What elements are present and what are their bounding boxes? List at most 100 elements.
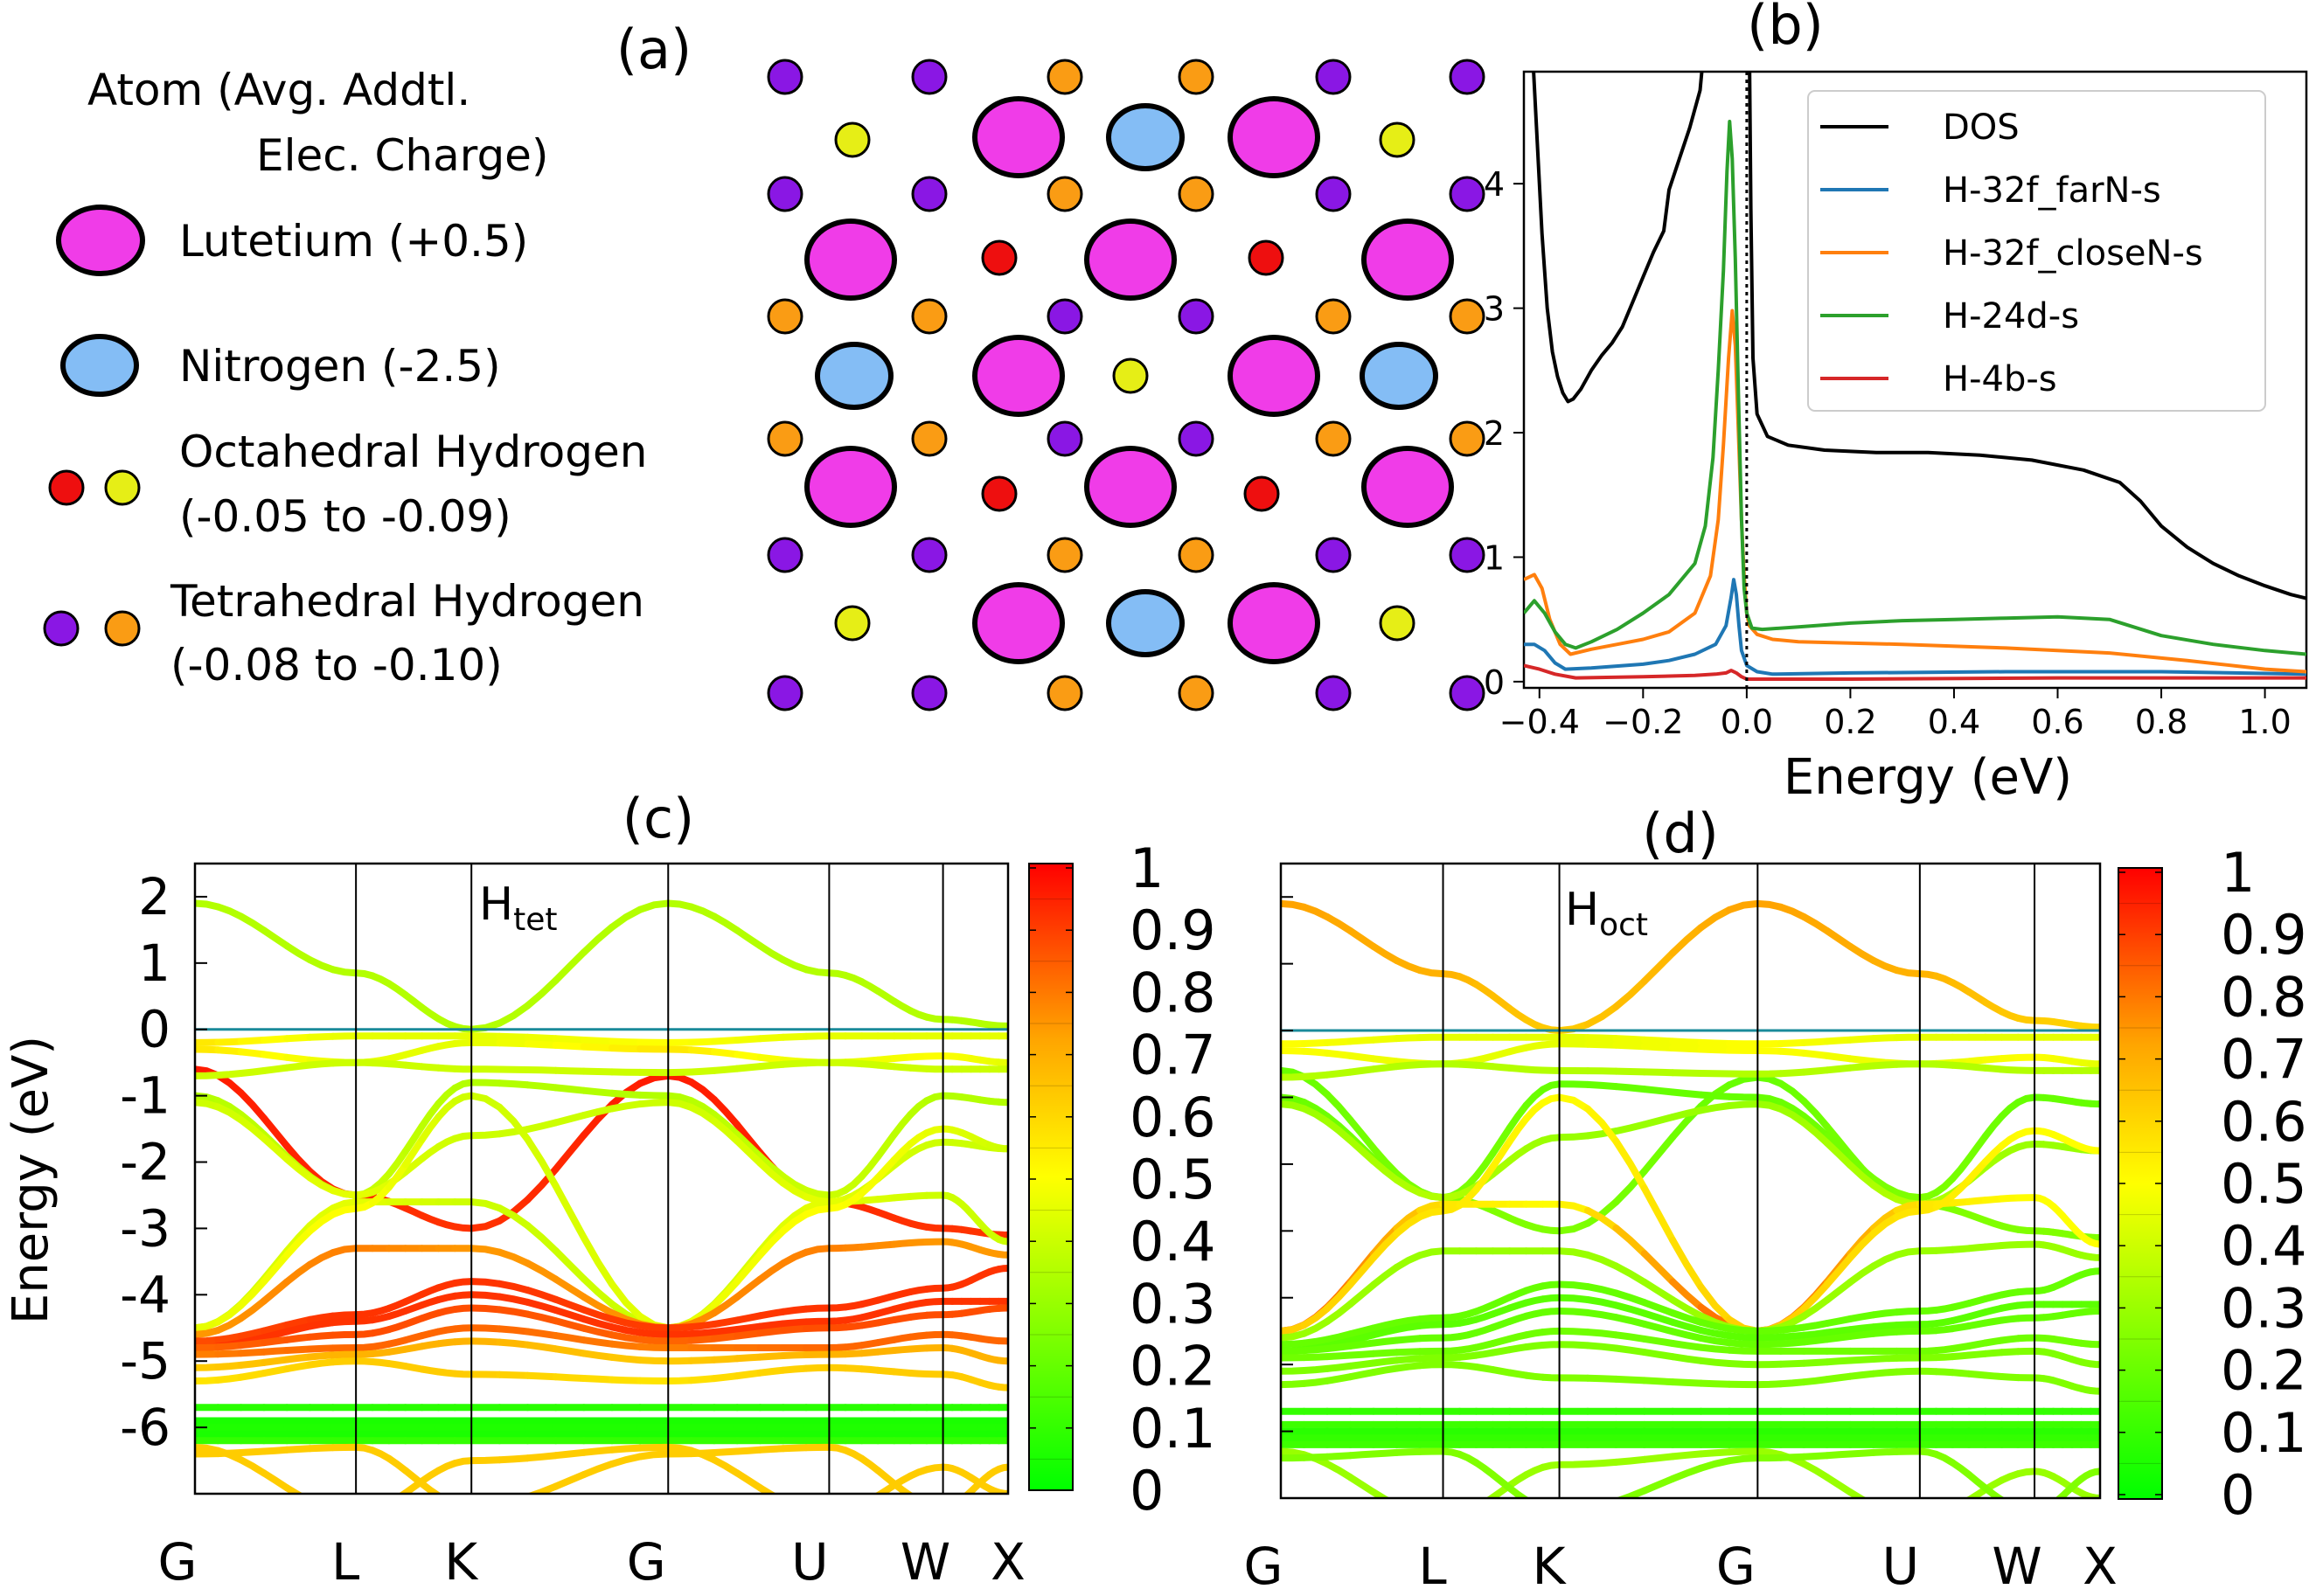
band-segment <box>687 1079 718 1103</box>
dos-series-h-4b-s <box>1524 663 2306 681</box>
band-segment <box>310 1502 333 1511</box>
band-segment <box>1281 1447 1308 1459</box>
band-segment <box>1725 1073 1762 1089</box>
band-segment <box>2018 1509 2034 1511</box>
band-segment <box>806 1510 829 1514</box>
band-segment <box>1584 1080 1620 1091</box>
band-segment <box>687 1356 718 1364</box>
band-segment <box>1697 1102 1733 1114</box>
band-segment <box>195 1099 222 1111</box>
band-segment <box>1370 1326 1401 1339</box>
band-segment <box>1416 1314 1447 1323</box>
band-segment <box>1800 913 1831 934</box>
band-segment <box>1555 1341 1591 1350</box>
dos-ytick-label: 0 <box>1484 663 1505 702</box>
nitrogen-atom <box>1106 103 1185 171</box>
hydrogen-atom <box>1449 176 1485 212</box>
colorbar-tick-label: 0.1 <box>1130 1397 1216 1461</box>
band-segment <box>524 1135 560 1190</box>
band-segment <box>1800 1296 1831 1320</box>
band-segment <box>609 1376 644 1384</box>
dos-series-h-24d-s <box>1524 120 2306 656</box>
hydrogen-atom <box>767 675 803 711</box>
band-segment <box>1800 1329 1831 1339</box>
band-segment <box>1669 1328 1705 1342</box>
band-segment <box>1949 1176 1973 1200</box>
band-segment <box>552 1182 588 1241</box>
band-segment <box>1823 1474 1854 1496</box>
band-segment <box>1823 1315 1854 1327</box>
band-segment <box>1777 1038 1808 1047</box>
band-segment <box>260 1251 291 1286</box>
band-segment <box>664 1092 695 1105</box>
band-segment <box>1800 1097 1831 1130</box>
band-segment <box>734 1446 764 1455</box>
band-segment <box>687 903 718 920</box>
band-segment <box>1300 1071 1331 1080</box>
band-segment <box>1370 1336 1401 1347</box>
hydrogen-atom <box>1178 675 1214 711</box>
band-segment <box>1584 1251 1620 1270</box>
lutetium-atom <box>1361 446 1454 528</box>
band-segment <box>858 1174 882 1197</box>
band-segment <box>1981 1113 2006 1140</box>
band-segment <box>260 1336 291 1347</box>
band-segment <box>306 1331 337 1341</box>
band-segment <box>1725 1346 1762 1355</box>
band-segment <box>214 1342 245 1351</box>
band-segment <box>468 1079 504 1087</box>
band-segment <box>1847 1035 1877 1044</box>
band-segment <box>995 1236 1008 1246</box>
band-segment <box>1640 1335 1677 1347</box>
band-segment <box>873 1492 881 1494</box>
band-segment <box>664 1330 695 1338</box>
band-segment <box>952 1500 962 1505</box>
colorbar-tick-label: 0.8 <box>2221 965 2307 1029</box>
band-segment <box>1823 1372 1854 1384</box>
band-segment <box>524 1066 560 1074</box>
bands-c-frame <box>193 862 1010 1495</box>
band-ytick-label: -1 <box>120 1066 170 1126</box>
band-segment <box>1555 1461 1591 1468</box>
band-segment <box>329 1058 360 1067</box>
band-segment <box>329 1187 360 1199</box>
kpoint-label: G <box>1244 1537 1283 1596</box>
band-segment <box>1800 1119 1831 1147</box>
band-segment <box>1370 1263 1401 1288</box>
band-segment <box>455 1504 471 1507</box>
colorbar-tick-label: 0.7 <box>1130 1024 1216 1087</box>
band-segment <box>1777 1331 1808 1341</box>
band-segment <box>756 1033 787 1043</box>
band-segment <box>1370 1448 1401 1458</box>
band-segment <box>1370 1055 1401 1065</box>
band-segment <box>1393 1362 1423 1372</box>
nitrogen-label: Nitrogen (-2.5) <box>179 341 501 392</box>
band-segment <box>734 1275 764 1301</box>
band-segment <box>756 1366 787 1377</box>
band-segment <box>1920 1516 1937 1518</box>
band-segment <box>609 1340 644 1350</box>
band-segment <box>1612 977 1648 1010</box>
band-segment <box>496 1306 532 1318</box>
band-segment <box>1754 1333 1784 1342</box>
band-segment <box>580 1350 616 1361</box>
band-segment <box>1869 1354 1901 1363</box>
tetra-label-line1: Tetrahedral Hydrogen <box>170 576 644 627</box>
band-segment <box>756 1484 777 1494</box>
band-segment <box>636 1322 672 1332</box>
band-segment <box>1555 1327 1591 1336</box>
band-segment <box>687 1329 718 1338</box>
band-segment <box>710 1355 741 1364</box>
band-segment <box>1615 1497 1617 1498</box>
band-segment <box>306 1204 337 1230</box>
band-segment <box>1869 1034 1901 1043</box>
band-segment <box>552 1275 588 1301</box>
band-segment <box>734 926 764 950</box>
band-segment <box>1847 1162 1877 1190</box>
band-segment <box>580 1234 616 1288</box>
band-segment <box>468 1130 504 1140</box>
band-segment <box>1777 1099 1808 1121</box>
band-segment <box>803 1364 833 1372</box>
band-segment <box>401 1155 426 1176</box>
band-segment <box>1300 1105 1331 1126</box>
